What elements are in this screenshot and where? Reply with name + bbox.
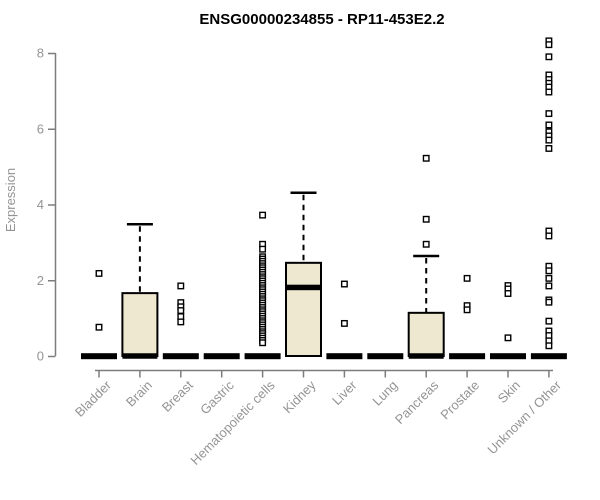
box-rect (407, 311, 445, 358)
outlier-point (177, 318, 185, 326)
outlier-point (95, 323, 103, 331)
outlier-point (340, 319, 348, 327)
outlier-point (340, 280, 348, 288)
box-bladder (81, 269, 117, 360)
collapsed-box (162, 353, 199, 360)
collapsed-box (244, 353, 281, 360)
x-tick-label: Gastric (197, 377, 237, 417)
outlier-point (95, 269, 103, 277)
outlier-point (545, 110, 553, 118)
outlier-point (545, 53, 553, 61)
x-tick-label: Brain (123, 378, 155, 410)
outlier-point (422, 154, 430, 162)
outlier-point (545, 274, 553, 282)
outlier-point (259, 339, 267, 347)
collapsed-box (530, 353, 567, 360)
outlier-point (545, 88, 553, 96)
collapsed-box (449, 353, 486, 360)
box-lung (367, 353, 404, 360)
x-tick-label: Breast (159, 377, 196, 414)
outlier-point (177, 282, 185, 290)
x-tick-label: Liver (329, 377, 360, 408)
chart-title: ENSG00000234855 - RP11-453E2.2 (199, 11, 444, 28)
x-tick-label: Pancreas (392, 377, 442, 427)
outlier-point (504, 290, 512, 297)
collapsed-box (203, 353, 240, 360)
collapsed-box (367, 353, 404, 360)
x-tick-label: Kidney (280, 377, 319, 416)
collapsed-box (81, 353, 117, 360)
box-rect (121, 292, 159, 358)
x-tick-label: Lung (369, 378, 400, 409)
median-line (408, 353, 444, 359)
outlier-point (545, 267, 553, 275)
box-prostate (449, 274, 486, 360)
y-axis-title: Expression (3, 168, 18, 232)
collapsed-box (490, 353, 526, 360)
outlier-point (545, 342, 553, 350)
box-brain (121, 222, 159, 359)
outlier-point (545, 136, 553, 144)
outlier-point (545, 317, 553, 325)
x-tick-label: Unknown / Other (484, 377, 564, 457)
outlier-point (545, 144, 553, 152)
y-tick-label: 0 (37, 349, 44, 364)
outlier-point (177, 307, 185, 314)
box-rect (285, 261, 322, 358)
box-liver (326, 280, 363, 360)
outlier-point (463, 274, 471, 282)
box-skin (490, 282, 526, 360)
collapsed-box (326, 353, 363, 360)
outlier-point (545, 282, 553, 290)
y-tick-label: 8 (37, 46, 44, 61)
outlier-point (259, 211, 267, 219)
outlier-point (259, 245, 267, 253)
x-tick-label: Skin (495, 378, 523, 406)
x-tick-label: Prostate (437, 378, 482, 423)
outlier-point (463, 306, 471, 314)
box-unknown-other (530, 37, 567, 360)
box-pancreas (407, 154, 445, 359)
outlier-point (545, 298, 553, 306)
y-tick-label: 4 (37, 197, 44, 212)
x-tick-label: Bladder (72, 377, 115, 420)
outlier-point (422, 240, 430, 248)
y-tick-label: 2 (37, 273, 44, 288)
outlier-point (545, 121, 553, 129)
outlier-point (504, 334, 512, 342)
box-kidney (285, 191, 322, 358)
median-line (286, 284, 321, 291)
y-tick-label: 6 (37, 121, 44, 136)
outlier-point (545, 232, 553, 240)
box-hematopoietic-cells (244, 211, 281, 360)
box-breast (162, 282, 199, 360)
outlier-point (545, 41, 553, 49)
median-line (122, 353, 158, 359)
y-axis: 0 2 4 6 8 (37, 46, 57, 364)
box-gastric (203, 353, 240, 360)
outlier-point (422, 215, 430, 223)
